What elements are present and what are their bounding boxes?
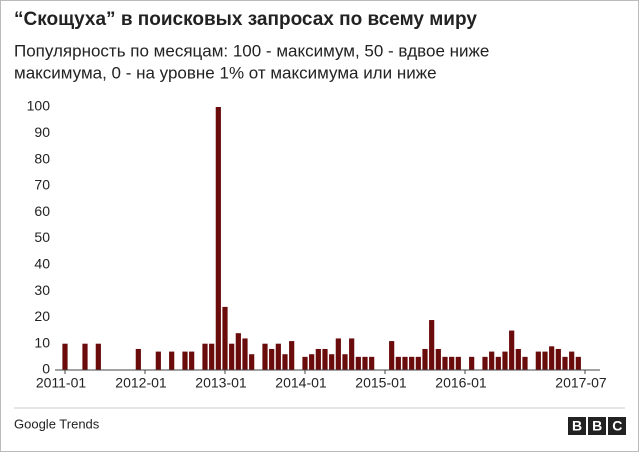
y-tick-label: 30 (34, 282, 50, 298)
chart-title: “Скощуха” в поисковых запросах по всему … (14, 9, 477, 30)
bar (302, 356, 308, 370)
bar (509, 330, 515, 370)
x-tick-label: 2011-01 (36, 375, 87, 391)
x-tick-label: 2015-01 (355, 375, 407, 391)
bar (235, 333, 241, 370)
y-tick-label: 70 (34, 177, 50, 193)
bar (215, 107, 221, 370)
logo-box (568, 417, 586, 435)
bar (342, 354, 348, 370)
bar (349, 338, 355, 370)
bar (169, 351, 175, 370)
bar (555, 348, 561, 370)
bar (435, 348, 441, 370)
bar (82, 343, 88, 370)
logo-box (608, 417, 626, 435)
y-tick-label: 40 (34, 256, 50, 272)
bar (422, 348, 428, 370)
bar (575, 356, 581, 370)
bar (289, 341, 295, 370)
bar (362, 356, 368, 370)
y-tick-label: 10 (34, 334, 50, 350)
y-tick-label: 0 (42, 361, 50, 377)
bar (95, 343, 101, 370)
bar (182, 351, 188, 370)
bar (242, 338, 248, 370)
subtitle: Популярность по месяцам: 100 - максимум,… (14, 41, 489, 60)
bar (502, 351, 508, 370)
bar (562, 356, 568, 370)
bar (369, 356, 375, 370)
x-tick-label: 2013-01 (195, 375, 247, 391)
bar (395, 356, 401, 370)
bar (569, 351, 575, 370)
bar (222, 306, 228, 370)
bar (542, 351, 548, 370)
subtitle: максимума, 0 - на уровне 1% от максимума… (14, 63, 437, 82)
y-tick-label: 100 (27, 98, 51, 114)
bar (355, 356, 361, 370)
bar (282, 354, 288, 370)
bar (249, 354, 255, 370)
y-tick-label: 60 (34, 203, 50, 219)
bar (449, 356, 455, 370)
bar (402, 356, 408, 370)
bar (409, 356, 415, 370)
bar (469, 356, 475, 370)
bar (262, 343, 268, 370)
bar (135, 348, 141, 370)
bar (415, 356, 421, 370)
bar (522, 356, 528, 370)
bar (209, 343, 215, 370)
x-tick-label: 2016-01 (435, 375, 487, 391)
bar (389, 341, 395, 370)
y-tick-label: 50 (34, 229, 50, 245)
logo: BBC (572, 418, 632, 434)
bar (202, 343, 208, 370)
bar (442, 356, 448, 370)
bar (455, 356, 461, 370)
bar (489, 351, 495, 370)
y-tick-label: 20 (34, 308, 50, 324)
y-tick-label: 90 (34, 124, 50, 140)
bar (189, 351, 195, 370)
bar (322, 348, 328, 370)
logo-box (588, 417, 606, 435)
bar (535, 351, 541, 370)
bar (329, 354, 335, 370)
source: Google Trends (14, 416, 100, 431)
x-tick-label: 2017-07 (555, 375, 607, 391)
bar (315, 348, 321, 370)
y-tick-label: 80 (34, 150, 50, 166)
bar (229, 343, 235, 370)
bar (429, 320, 435, 370)
bar (155, 351, 161, 370)
bar (549, 346, 555, 370)
x-tick-label: 2014-01 (275, 375, 327, 391)
bar (482, 356, 488, 370)
bar (62, 343, 68, 370)
bar (335, 338, 341, 370)
bar (275, 343, 281, 370)
bar (269, 348, 275, 370)
x-tick-label: 2012-01 (115, 375, 167, 391)
bar (309, 354, 315, 370)
bar (495, 356, 501, 370)
bar (515, 348, 521, 370)
